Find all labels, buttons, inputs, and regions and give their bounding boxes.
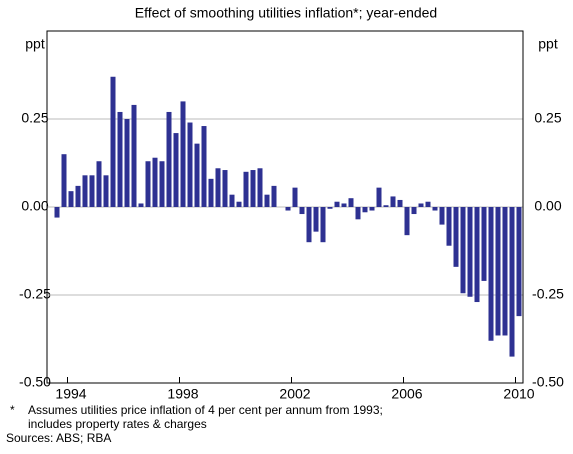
y-tick-label: -0.25 [19, 286, 51, 302]
sources: Sources: ABS; RBA [6, 431, 111, 445]
bar [369, 207, 375, 211]
bar [194, 143, 200, 207]
bar [467, 207, 473, 297]
footnote-marker: * [10, 403, 15, 417]
plot-frame [46, 30, 524, 384]
bar [117, 111, 123, 207]
bar [166, 111, 172, 207]
y-tick-label: 0.00 [21, 198, 48, 214]
bar [180, 101, 186, 207]
bar [124, 119, 130, 207]
bar [474, 207, 480, 303]
x-tick-label: 2006 [391, 386, 422, 402]
bar [460, 207, 466, 294]
bar [502, 207, 508, 336]
bar [159, 161, 165, 207]
bar [243, 171, 249, 207]
bar [285, 207, 291, 211]
y-tick-label: -0.50 [19, 374, 51, 390]
bar [376, 187, 382, 207]
y-unit-right: ppt [538, 36, 558, 52]
bar [103, 175, 109, 207]
bar [453, 207, 459, 267]
bar [404, 207, 410, 236]
bar [229, 194, 235, 207]
bar [222, 170, 228, 207]
bar [439, 207, 445, 225]
bar [432, 207, 438, 211]
bar [362, 207, 368, 213]
bar [145, 161, 151, 207]
x-tick-label: 2002 [279, 386, 310, 402]
x-tick-label: 2010 [503, 386, 534, 402]
bar [516, 207, 522, 317]
x-tick-label: 1998 [167, 386, 198, 402]
bar [320, 207, 326, 243]
bar [187, 122, 193, 207]
bar [75, 185, 81, 207]
bar [110, 76, 116, 207]
bar [54, 207, 60, 218]
bar [138, 203, 144, 207]
bar [236, 201, 242, 207]
y-unit-left: ppt [25, 36, 45, 52]
bar [418, 203, 424, 207]
bar [390, 196, 396, 207]
bar [264, 194, 270, 207]
bar [446, 207, 452, 246]
bar [292, 187, 298, 207]
bar [152, 157, 158, 207]
bar [68, 191, 74, 207]
bar [89, 175, 95, 207]
bar [495, 207, 501, 336]
bar [334, 201, 340, 207]
bar [348, 198, 354, 207]
bar [131, 104, 137, 207]
bar [215, 168, 221, 207]
y-tick-label-right: -0.50 [532, 374, 564, 390]
bar [355, 207, 361, 220]
bar [425, 201, 431, 207]
bar [250, 170, 256, 207]
bar [271, 185, 277, 207]
bar [383, 205, 389, 207]
y-tick-label: 0.25 [21, 110, 48, 126]
bar [306, 207, 312, 243]
bar [299, 207, 305, 215]
footnote: includes property rates & charges [28, 417, 207, 431]
bar [61, 154, 67, 207]
bar [411, 207, 417, 215]
bar [96, 161, 102, 207]
bar [208, 178, 214, 207]
bar [201, 126, 207, 207]
bar [82, 175, 88, 207]
y-tick-label-right: 0.00 [534, 198, 561, 214]
footnote: Assumes utilities price inflation of 4 p… [28, 403, 383, 417]
y-tick-label-right: 0.25 [534, 110, 561, 126]
chart-subtitle: Effect of smoothing utilities inflation*… [135, 5, 437, 21]
y-tick-label-right: -0.25 [532, 286, 564, 302]
bar [173, 133, 179, 207]
bar [313, 207, 319, 232]
bar [397, 199, 403, 207]
bar [509, 207, 515, 357]
bar [481, 207, 487, 281]
x-tick-label: 1994 [55, 386, 86, 402]
bar [488, 207, 494, 341]
bar [327, 207, 333, 209]
bar [341, 203, 347, 207]
bar [257, 168, 263, 207]
